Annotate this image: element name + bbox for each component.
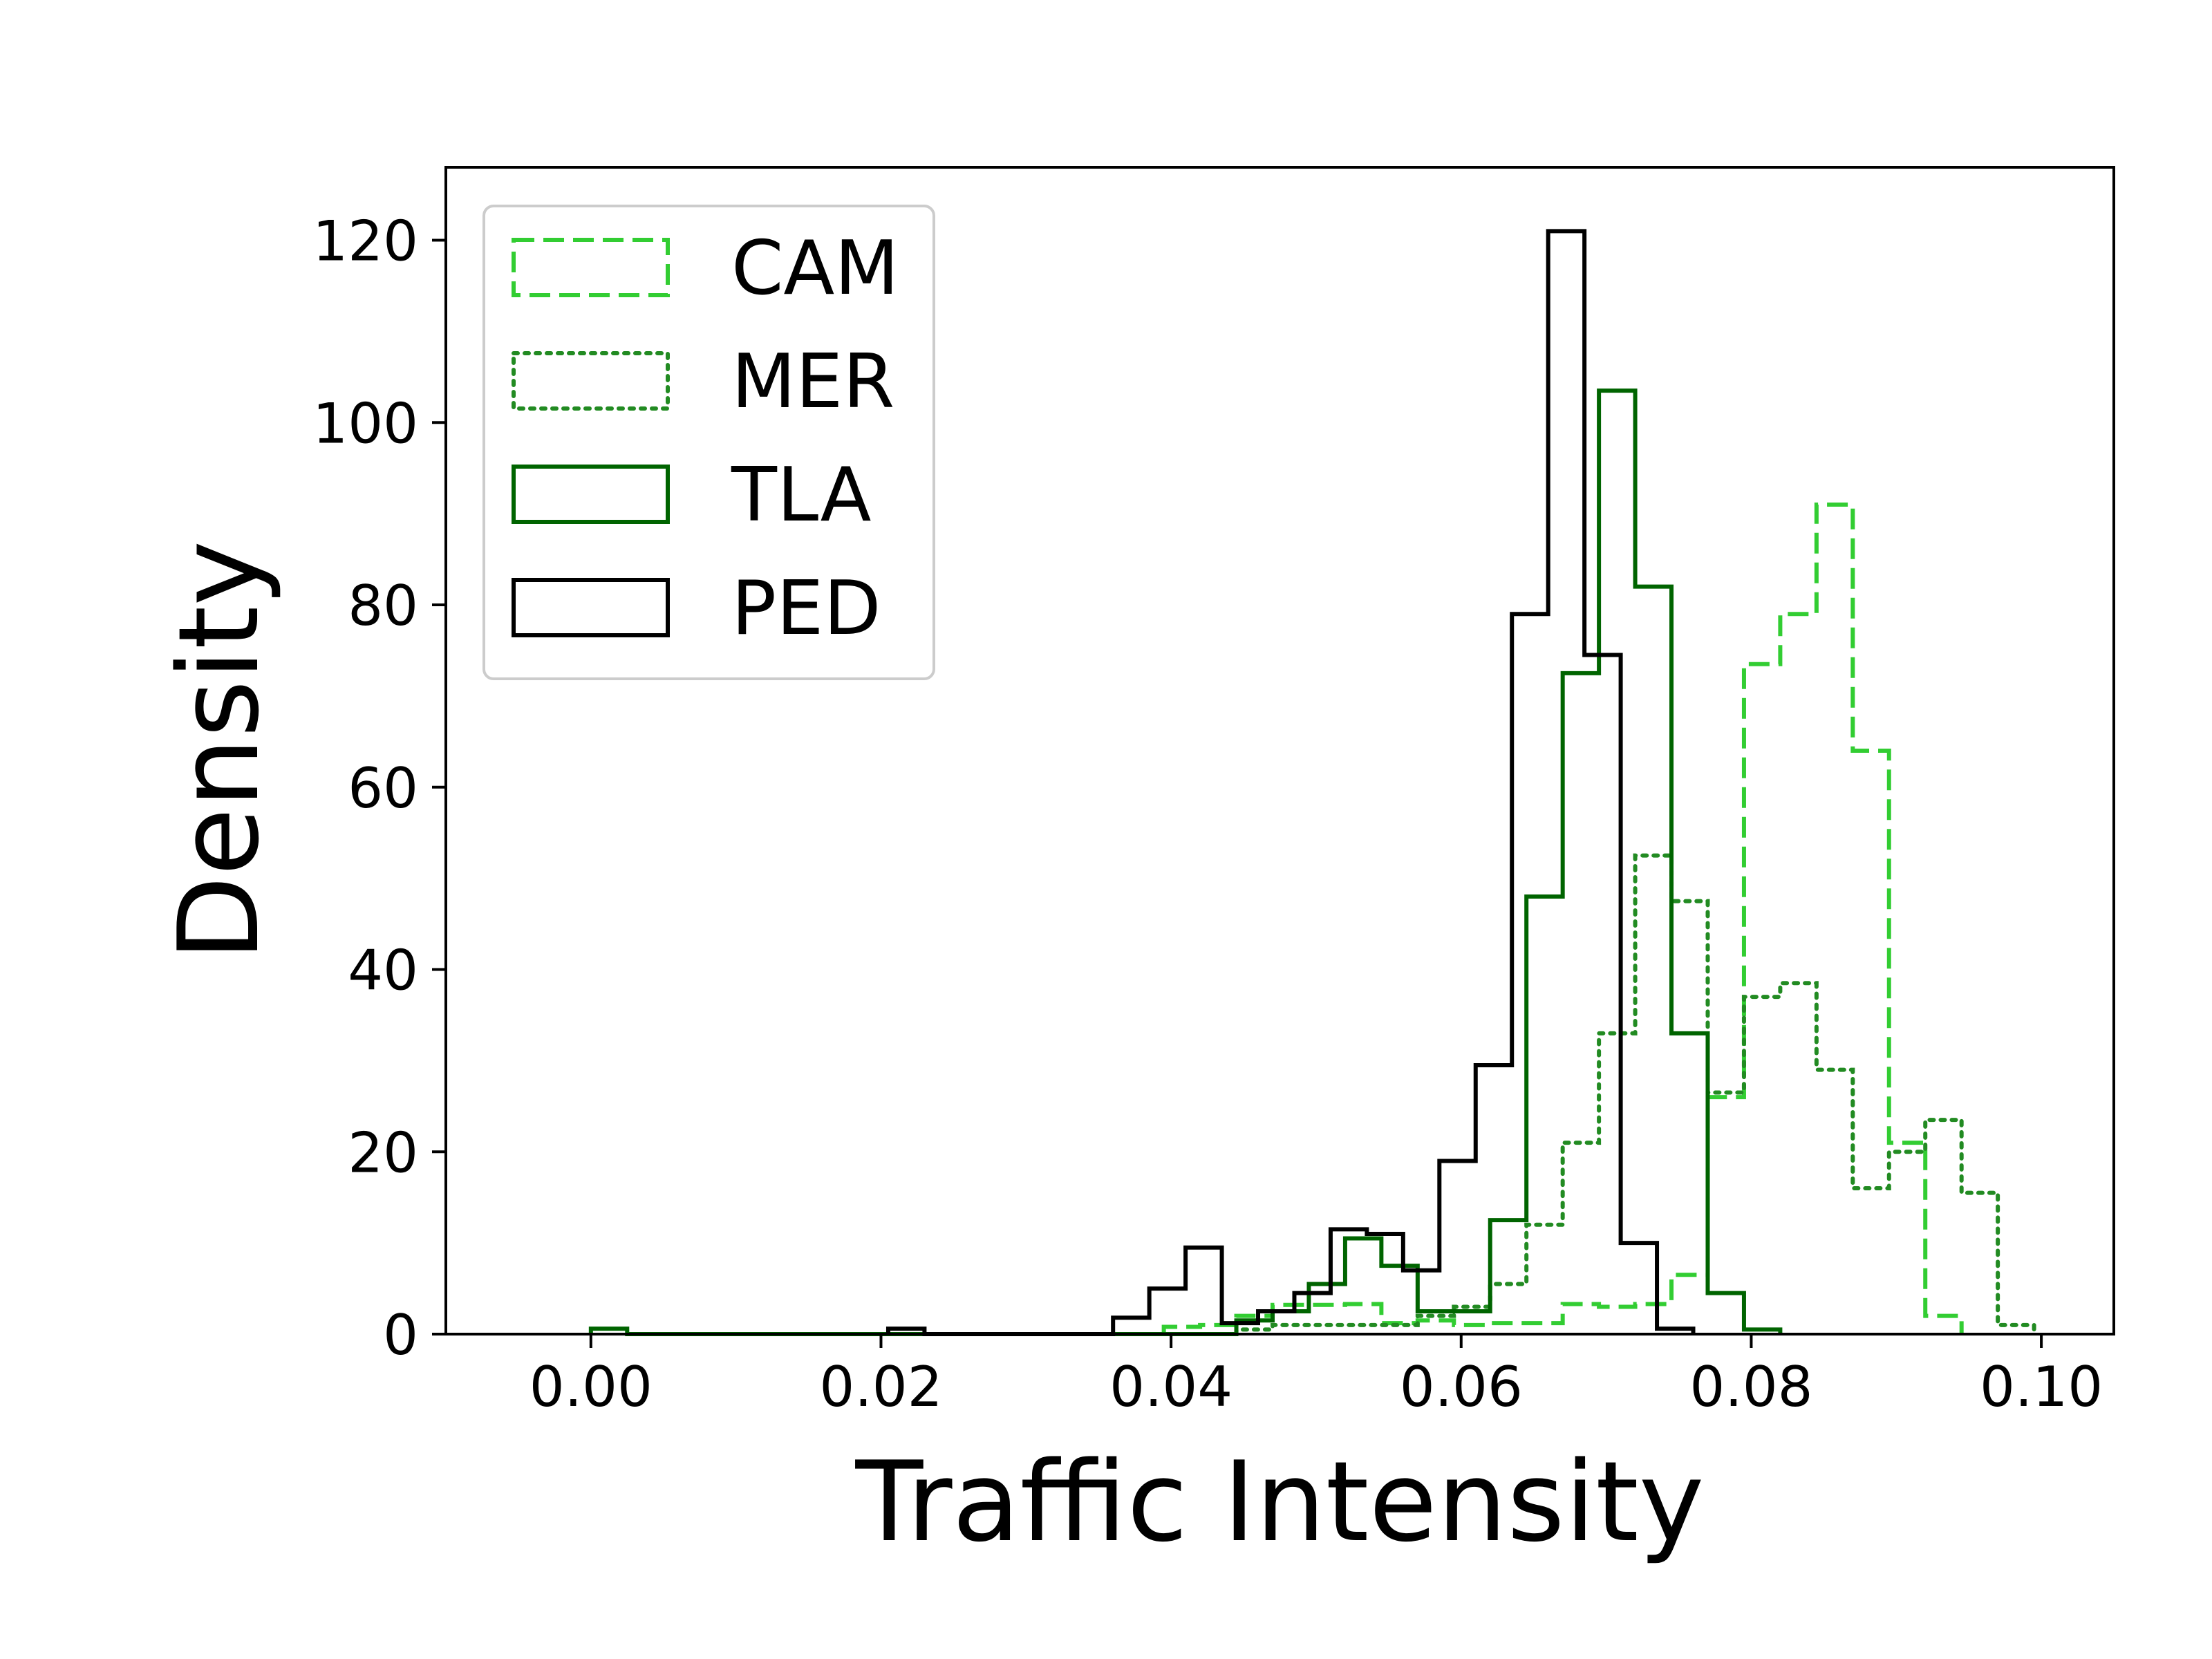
legend: CAM MER TLA PED (482, 205, 935, 680)
x-tick-label: 0.06 (1400, 1355, 1523, 1419)
legend-swatch-tla (512, 465, 670, 524)
series-mer-step (1234, 853, 2036, 1336)
legend-label-ped: PED (731, 565, 881, 652)
legend-label-mer: MER (731, 339, 894, 425)
legend-box (482, 205, 935, 680)
legend-swatch-cam (512, 238, 670, 297)
y-axis: 0 20 40 60 80 100 120 (312, 209, 446, 1367)
y-tick-label: 20 (348, 1121, 418, 1185)
series-ped-step (885, 229, 1696, 1336)
y-tick-label: 80 (348, 574, 418, 638)
plot-frame (444, 166, 2115, 1335)
x-tick-label: 0.00 (529, 1355, 653, 1419)
y-tick-label: 40 (348, 939, 418, 1003)
x-tick-label: 0.10 (1980, 1355, 2103, 1419)
x-axis-label: Traffic Intensity (855, 1437, 1705, 1566)
y-tick-label: 0 (383, 1303, 418, 1367)
x-tick-label: 0.04 (1109, 1355, 1232, 1419)
series-tla-step (588, 388, 1783, 1336)
series-layer (588, 229, 2036, 1336)
x-tick-label: 0.02 (819, 1355, 942, 1419)
legend-label-tla: TLA (731, 452, 872, 538)
y-tick-label: 60 (348, 756, 418, 821)
legend-swatch-ped (512, 578, 670, 637)
legend-swatch-mer (512, 351, 670, 411)
y-tick-label: 100 (312, 391, 418, 456)
y-tick-label: 120 (312, 209, 418, 274)
x-tick-label: 0.08 (1689, 1355, 1812, 1419)
y-axis-label: Density (154, 541, 283, 961)
series-cam-step (1161, 502, 1964, 1334)
legend-label-cam: CAM (731, 225, 899, 312)
x-axis: 0.00 0.02 0.04 0.06 0.08 0.10 (529, 1334, 2103, 1419)
